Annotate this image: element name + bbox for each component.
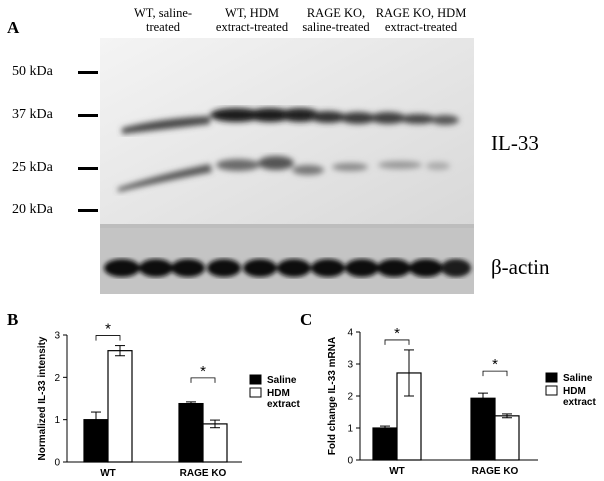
significance-bracket — [95, 335, 121, 341]
lane-label-line1: RAGE KO, HDM — [375, 6, 467, 20]
legend-swatch — [545, 385, 558, 396]
bar — [107, 350, 133, 463]
category-label: WT — [100, 468, 116, 479]
y-tick-label: 0 — [54, 458, 60, 469]
marker-tick — [78, 71, 98, 74]
marker-label-25: 25 kDa — [12, 160, 53, 175]
y-tick-label: 0 — [347, 456, 353, 467]
y-tick-label: 1 — [347, 424, 353, 435]
panel-b-letter: B — [7, 310, 19, 329]
lane-label-line1: WT, saline- — [133, 6, 193, 20]
lane-label-line2: treated — [145, 20, 180, 34]
lane-label-line2: extract-treated — [215, 20, 289, 34]
y-axis-label: Fold change IL-33 mRNA — [327, 337, 338, 455]
legend-label: Saline — [267, 375, 297, 386]
category-label: WT — [389, 466, 405, 477]
panel-c-letter: C — [300, 310, 313, 329]
il33-label: IL-33 — [491, 131, 539, 155]
lane-label-ko-hdm: RAGE KO, HDM extract-treated — [369, 6, 473, 34]
significance-star: * — [105, 321, 111, 338]
y-tick-label: 1 — [54, 415, 60, 426]
significance-bracket — [384, 339, 410, 345]
legend-label: HDM — [563, 386, 586, 397]
lane-label-wt-hdm: WT, HDM extract-treated — [204, 6, 300, 34]
chart-b: 0 1 2 3 Normalized IL-33 intensity WT * RAGE KO… — [37, 321, 300, 479]
il33-blot-image — [100, 38, 474, 228]
lane-label-ko-saline: RAGE KO, saline-treated — [292, 6, 380, 34]
lane-label-line1: RAGE KO, — [306, 6, 366, 20]
significance-star: * — [394, 325, 400, 342]
bar — [494, 415, 520, 461]
lane-label-line1: WT, HDM — [225, 6, 279, 20]
actin-blot-image — [100, 228, 474, 294]
marker-label-20: 20 kDa — [12, 202, 53, 217]
bar — [202, 423, 228, 463]
legend-label: Saline — [563, 373, 593, 384]
bar — [372, 427, 398, 461]
lane-label-line2: saline-treated — [302, 20, 370, 34]
marker-label-50: 50 kDa — [12, 64, 53, 79]
y-tick-label: 3 — [54, 331, 60, 342]
marker-tick — [78, 167, 98, 170]
y-tick-label: 2 — [54, 373, 60, 384]
significance-star: * — [200, 363, 206, 380]
lane-label-wt-saline: WT, saline- treated — [118, 6, 208, 34]
legend-swatch — [545, 372, 558, 383]
legend-swatch — [249, 387, 262, 398]
legend-label: extract — [563, 397, 596, 408]
significance-bracket — [190, 377, 216, 383]
bar — [178, 402, 204, 463]
bar — [83, 419, 109, 463]
marker-tick — [78, 209, 98, 212]
significance-star: * — [492, 356, 498, 373]
panel-a-letter: A — [7, 18, 20, 37]
y-tick-label: 4 — [347, 328, 353, 339]
lane-label-line2: extract-treated — [384, 20, 458, 34]
y-tick-label: 2 — [347, 392, 353, 403]
marker-tick — [78, 114, 98, 117]
significance-bracket — [482, 370, 508, 377]
marker-label-37: 37 kDa — [12, 107, 53, 122]
y-axis-label: Normalized IL-33 intensity — [37, 336, 48, 460]
category-label: RAGE KO — [180, 468, 227, 479]
y-tick-label: 3 — [347, 360, 353, 371]
actin-label: β-actin — [491, 255, 550, 279]
category-label: RAGE KO — [472, 466, 519, 477]
chart-c: 0 1 2 3 4 Fold change IL-33 mRNA WT * RAGE KO * Sa… — [327, 325, 596, 477]
bar — [470, 397, 496, 461]
legend-label: extract — [267, 399, 300, 410]
legend-label: HDM — [267, 388, 290, 399]
legend-swatch — [249, 374, 262, 385]
